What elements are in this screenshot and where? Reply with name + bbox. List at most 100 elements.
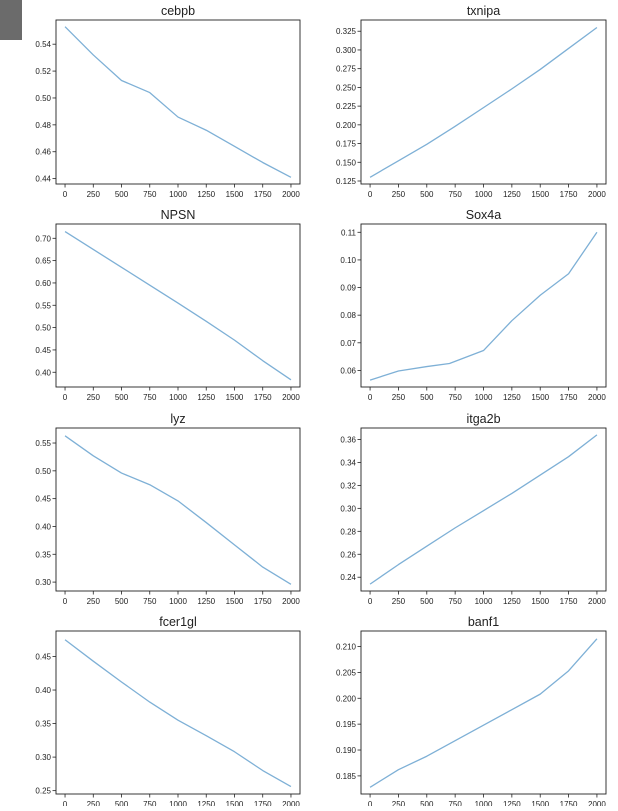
y-tick-label: 0.07: [340, 339, 356, 348]
plot-frame: [55, 630, 301, 795]
x-tick-label: 2000: [282, 800, 300, 806]
series-line: [369, 434, 598, 585]
y-tick-label: 0.35: [35, 550, 51, 559]
x-tick-label: 0: [368, 190, 373, 199]
x-tick-label: 750: [448, 597, 462, 606]
chart-title: Sox4a: [466, 208, 501, 222]
series-line: [369, 231, 598, 381]
series-line: [64, 435, 292, 585]
y-tick-label: 0.45: [35, 346, 51, 355]
x-tick-label: 0: [368, 393, 373, 402]
x-tick-label: 500: [420, 190, 434, 199]
chart-panel-lyz: lyz 0 250 500 750 1000 1250 1500 1750 2000 0.30 0.3…: [35, 412, 301, 606]
y-tick-label: 0.195: [336, 720, 357, 729]
series-line: [64, 26, 292, 178]
y-tick-label: 0.50: [35, 467, 51, 476]
x-tick-label: 1500: [226, 800, 244, 806]
y-tick-label: 0.60: [35, 279, 51, 288]
x-tick-label: 1500: [226, 190, 244, 199]
x-tick-label: 250: [392, 393, 406, 402]
x-tick-label: 1250: [197, 800, 215, 806]
y-tick-label: 0.30: [35, 753, 51, 762]
x-tick-label: 0: [368, 800, 373, 806]
x-tick-label: 500: [115, 800, 129, 806]
y-tick-label: 0.46: [35, 148, 51, 157]
plot-frame: [360, 223, 607, 388]
y-tick-label: 0.200: [336, 694, 357, 703]
x-tick-label: 1000: [169, 393, 187, 402]
x-tick-label: 2000: [282, 393, 300, 402]
y-tick-label: 0.08: [340, 311, 356, 320]
x-tick-label: 1000: [475, 190, 493, 199]
x-tick-label: 1250: [197, 597, 215, 606]
x-tick-label: 1250: [503, 800, 521, 806]
x-tick-label: 1250: [197, 393, 215, 402]
y-tick-label: 0.45: [35, 495, 51, 504]
corner-square-mark: [0, 0, 22, 40]
y-tick-label: 0.150: [336, 158, 357, 167]
y-tick-label: 0.250: [336, 83, 357, 92]
x-tick-label: 1000: [475, 800, 493, 806]
x-tick-label: 2000: [588, 393, 606, 402]
x-tick-label: 1250: [503, 393, 521, 402]
y-tick-label: 0.26: [340, 550, 356, 559]
x-tick-label: 250: [87, 597, 101, 606]
chart-title: fcer1gl: [159, 615, 197, 629]
y-tick-label: 0.52: [35, 67, 51, 76]
x-tick-label: 2000: [282, 190, 300, 199]
series-line: [64, 231, 292, 381]
y-tick-label: 0.300: [336, 46, 357, 55]
x-tick-label: 500: [115, 190, 129, 199]
series-line: [369, 26, 598, 178]
y-tick-label: 0.09: [340, 284, 356, 293]
y-tick-label: 0.55: [35, 301, 51, 310]
y-tick-label: 0.175: [336, 140, 357, 149]
y-tick-label: 0.275: [336, 65, 357, 74]
y-tick-label: 0.40: [35, 368, 51, 377]
y-tick-label: 0.40: [35, 686, 51, 695]
x-tick-label: 1750: [560, 597, 578, 606]
x-tick-label: 2000: [588, 190, 606, 199]
x-tick-label: 2000: [588, 597, 606, 606]
x-tick-label: 250: [392, 190, 406, 199]
y-tick-label: 0.54: [35, 40, 51, 49]
x-tick-label: 750: [143, 800, 157, 806]
y-tick-label: 0.44: [35, 175, 51, 184]
y-tick-label: 0.225: [336, 102, 357, 111]
y-tick-label: 0.30: [35, 578, 51, 587]
x-tick-label: 250: [392, 800, 406, 806]
plot-frame: [55, 19, 301, 185]
x-tick-label: 750: [448, 393, 462, 402]
x-tick-label: 1500: [531, 597, 549, 606]
x-tick-label: 1750: [254, 800, 272, 806]
x-tick-label: 1500: [531, 800, 549, 806]
chart-panel-banf1: banf1 0 250 500 750 1000 1250 1500 1750 2000 0.185…: [336, 615, 607, 809]
x-tick-label: 0: [63, 190, 68, 199]
y-tick-label: 0.325: [336, 27, 357, 36]
x-tick-label: 1500: [531, 393, 549, 402]
x-tick-label: 1250: [503, 597, 521, 606]
y-tick-label: 0.200: [336, 121, 357, 130]
x-tick-label: 250: [87, 393, 101, 402]
x-tick-label: 500: [420, 800, 434, 806]
chart-title: NPSN: [161, 208, 196, 222]
y-tick-label: 0.24: [340, 573, 356, 582]
y-tick-label: 0.32: [340, 481, 356, 490]
x-tick-label: 1250: [197, 190, 215, 199]
x-tick-label: 1750: [254, 597, 272, 606]
chart-panel-cebpb: cebpb 0 250 500 750 1000 1250 1500 1750 2000 0.44 0…: [35, 4, 301, 199]
x-tick-label: 1000: [169, 190, 187, 199]
x-tick-label: 1000: [475, 393, 493, 402]
y-tick-label: 0.55: [35, 439, 51, 448]
x-tick-label: 750: [143, 597, 157, 606]
x-tick-label: 0: [63, 597, 68, 606]
x-tick-label: 1500: [226, 393, 244, 402]
y-tick-label: 0.28: [340, 527, 356, 536]
chart-title: banf1: [468, 615, 499, 629]
x-tick-label: 750: [143, 190, 157, 199]
y-tick-label: 0.11: [341, 228, 357, 237]
x-tick-label: 250: [87, 800, 101, 806]
y-tick-label: 0.35: [35, 720, 51, 729]
y-tick-label: 0.40: [35, 522, 51, 531]
